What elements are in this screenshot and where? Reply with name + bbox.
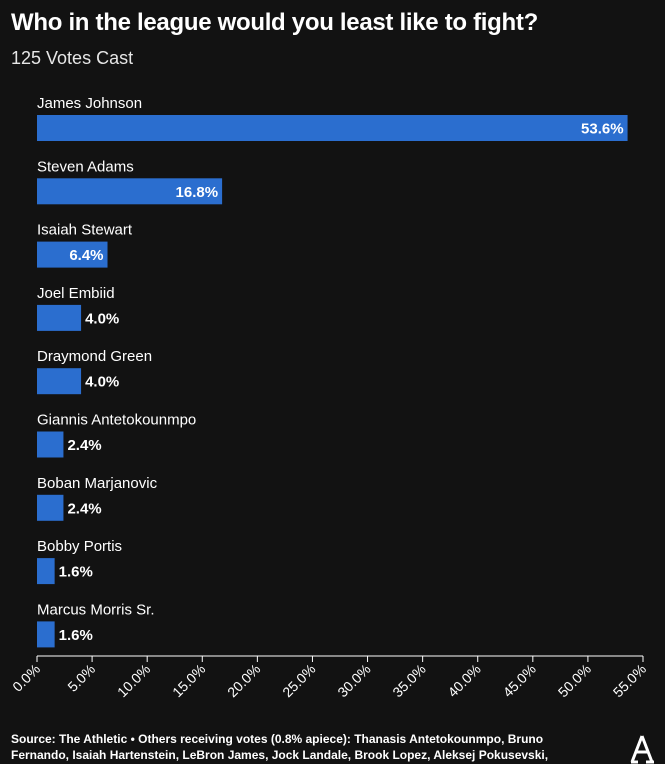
data-label: 16.8% [176,184,219,201]
x-tick-label: 15.0% [169,661,208,700]
category-label: Steven Adams [37,158,134,175]
bar [37,115,628,141]
category-label: Draymond Green [37,348,152,365]
x-tick-label: 50.0% [555,661,594,700]
data-label: 2.4% [67,500,101,517]
data-label: 53.6% [581,121,624,138]
data-label: 1.6% [59,564,93,581]
category-label: Joel Embiid [37,285,115,302]
data-label: 4.0% [85,374,119,391]
category-label: Bobby Portis [37,538,122,555]
bar [37,178,223,205]
data-label: 6.4% [69,247,103,264]
bar-chart: James Johnson 53.6% Steven Adams 16.8% Isaia… [9,95,649,700]
x-tick-label: 5.0% [64,661,98,695]
bar [37,368,82,395]
x-tick-label: 45.0% [500,661,539,700]
x-tick-label: 55.0% [610,661,649,700]
x-tick-label: 0.0% [9,661,43,695]
data-label: 1.6% [59,627,93,644]
bar [37,241,108,268]
x-tick-label: 25.0% [279,661,318,700]
bar [37,558,55,585]
x-tick-label: 30.0% [334,661,373,700]
chart-subtitle: 125 Votes Cast [11,48,134,68]
category-label: Giannis Antetokounmpo [37,412,196,429]
chart-title: Who in the league would you least like t… [11,9,538,36]
bar [37,494,64,521]
bar [37,304,82,331]
x-tick-label: 20.0% [224,661,263,700]
bar [37,621,55,648]
x-tick-label: 35.0% [389,661,428,700]
x-tick-label: 10.0% [114,661,153,700]
category-label: Marcus Morris Sr. [37,601,155,618]
bar [37,431,64,458]
category-label: James Johnson [37,95,142,112]
data-label: 4.0% [85,310,119,327]
x-tick-label: 40.0% [444,661,483,700]
source-note: Source: The Athletic • Others receiving … [11,732,549,762]
the-athletic-logo-icon [630,735,654,764]
data-label: 2.4% [67,437,101,454]
category-label: Isaiah Stewart [37,222,133,239]
category-label: Boban Marjanovic [37,475,158,492]
